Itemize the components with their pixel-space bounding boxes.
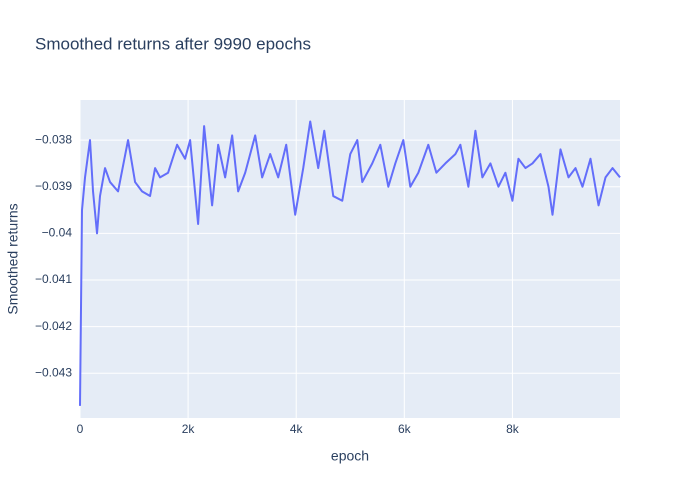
line-series (79, 120, 621, 406)
x-tick-label: 4k (290, 422, 304, 436)
plot-area (80, 100, 620, 418)
x-axis-title: epoch (331, 448, 369, 464)
y-axis-title: Smoothed returns (5, 203, 21, 314)
y-tick-label: −0.039 (35, 179, 72, 193)
y-tick-label: −0.043 (35, 365, 72, 379)
y-tick-label: −0.041 (35, 272, 72, 286)
x-tick-label: 0 (77, 422, 84, 436)
x-tick-label: 6k (398, 422, 412, 436)
chart-title: Smoothed returns after 9990 epochs (35, 34, 311, 53)
x-tick-label: 2k (182, 422, 196, 436)
y-tick-label: −0.04 (42, 226, 73, 240)
y-tick-label: −0.042 (35, 319, 72, 333)
y-tick-label: −0.038 (35, 132, 72, 146)
x-tick-label: 8k (506, 422, 520, 436)
